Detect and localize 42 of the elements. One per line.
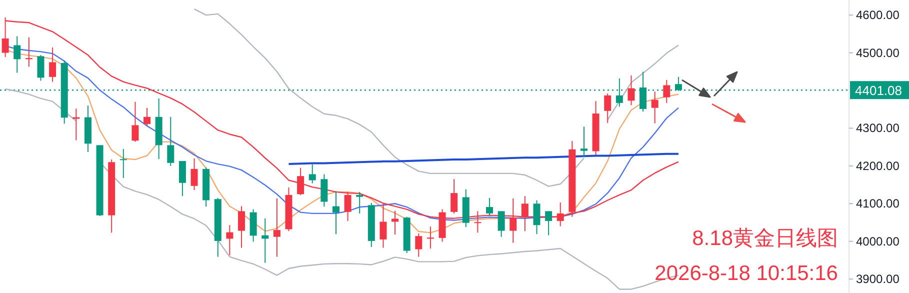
candlestick — [604, 93, 612, 124]
candlestick — [392, 210, 399, 236]
annotation: 2026-8-18 10:15:16 — [654, 262, 838, 285]
candlestick — [14, 36, 21, 74]
candlestick — [72, 108, 80, 141]
candlestick — [49, 47, 56, 82]
candlestick — [498, 210, 505, 238]
candlestick — [450, 178, 458, 214]
candlestick — [144, 107, 151, 126]
candlestick — [533, 200, 540, 235]
candlestick — [332, 190, 340, 235]
candlestick — [250, 208, 257, 242]
candlestick — [37, 54, 44, 82]
y-tick-label: 4200.00 — [856, 158, 900, 173]
y-tick-label: 3900.00 — [856, 272, 900, 286]
y-tick-label: 4100.00 — [856, 196, 900, 211]
candlestick — [238, 206, 245, 248]
candlestick — [167, 116, 174, 166]
candlestick — [132, 101, 139, 142]
candlestick — [651, 91, 658, 124]
candlestick — [580, 126, 588, 158]
line-series — [288, 152, 680, 166]
candlestick — [120, 148, 127, 178]
y-tick-label: 4000.00 — [856, 234, 900, 248]
candlestick — [628, 74, 635, 106]
candlestick — [320, 174, 328, 208]
y-tick-label: 4500.00 — [856, 46, 900, 60]
y-tick-label: 4600.00 — [856, 8, 900, 22]
candlestick — [190, 158, 198, 191]
candlestick — [273, 198, 280, 258]
text: 8.18黄金日线图 — [692, 227, 838, 250]
candlestick — [663, 79, 670, 104]
candlestick — [415, 232, 422, 258]
candlestick — [486, 197, 494, 217]
candlestick — [226, 224, 234, 256]
ref-line-label: 4401.08 — [855, 83, 902, 98]
candlestick — [297, 167, 304, 196]
candlestick — [545, 210, 552, 236]
candlestick — [178, 160, 186, 197]
y-tick-label: 4300.00 — [856, 121, 900, 136]
candlestick — [308, 164, 316, 184]
candlestick — [356, 191, 364, 214]
